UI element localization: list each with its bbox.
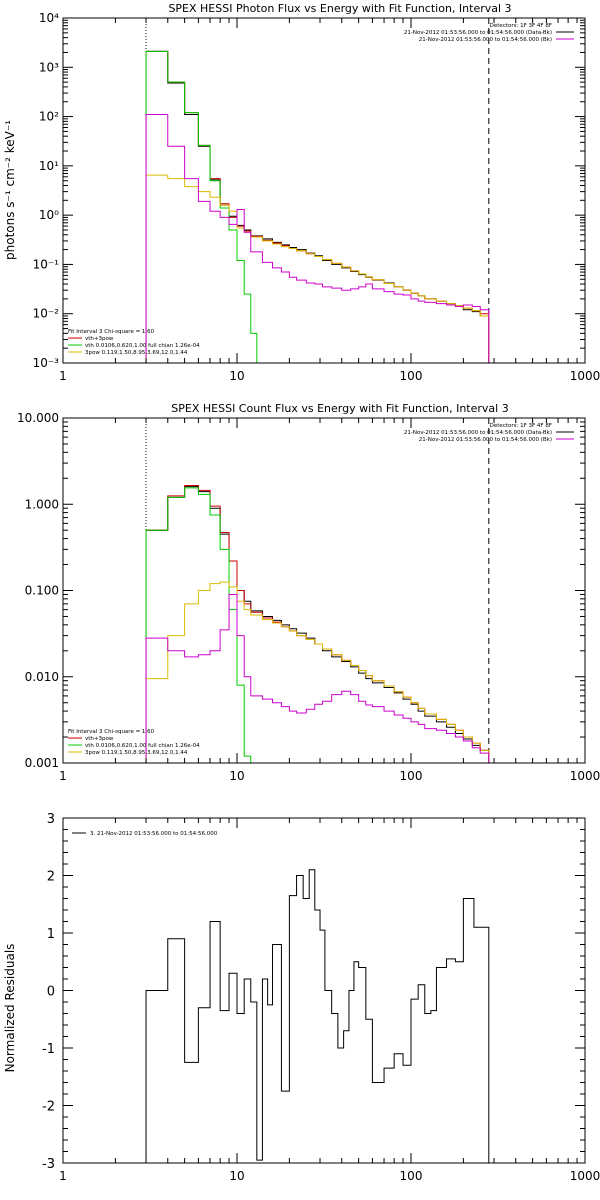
y-tick-label: -3 bbox=[42, 1157, 55, 1172]
x-tick-label: 1 bbox=[59, 1169, 67, 1183]
x-tick-label: 10 bbox=[229, 1169, 244, 1183]
residuals-frame bbox=[62, 817, 586, 1164]
photon-flux-title: SPEX HESSI Photon Flux vs Energy with Fi… bbox=[168, 2, 511, 15]
x-tick-label: 10 bbox=[229, 369, 244, 383]
y-tick-label: 0 bbox=[47, 985, 55, 1000]
y-tick-label: -1 bbox=[42, 1042, 55, 1057]
y-tick-label: 1 bbox=[47, 927, 55, 942]
y-tick-label: 10⁴ bbox=[39, 11, 59, 25]
x-tick-label: 100 bbox=[400, 369, 423, 383]
y-tick-label: 2 bbox=[47, 870, 55, 885]
x-tick-label: 1000 bbox=[570, 1169, 600, 1183]
fit-legend-entry: 3pow 0.119,1.50,8.95,3.69,12.0,1.44 bbox=[85, 350, 188, 356]
x-tick-label: 1 bbox=[59, 769, 67, 783]
series-residuals-line bbox=[145, 869, 490, 1163]
residuals-ylabel: Normalized Residuals bbox=[3, 944, 17, 1073]
x-tick-label: 1000 bbox=[570, 769, 600, 783]
legend-entry-text: 21-Nov-2012 01:53:56.000 to 01:54:56.000… bbox=[404, 30, 552, 36]
y-tick-label: -2 bbox=[42, 1100, 55, 1115]
y-tick-label: 10.000 bbox=[17, 411, 59, 425]
series-3pow-line bbox=[145, 174, 490, 363]
legend-entry-text: Detectors: 1F 3F 4F 8F bbox=[490, 423, 552, 429]
series-vth+3pow-line bbox=[145, 50, 490, 363]
fit-legend-entry: vth 0.0106,0.620,1.00 full chian 1.26e-0… bbox=[85, 743, 200, 749]
y-tick-label: 10⁻¹ bbox=[33, 257, 60, 271]
y-tick-label: 10¹ bbox=[39, 159, 59, 173]
y-tick-label: 10⁻³ bbox=[33, 356, 60, 370]
y-tick-label: 0.100 bbox=[25, 584, 59, 598]
fit-legend-entry: vth+3pow bbox=[85, 736, 114, 742]
count-flux-frame bbox=[62, 417, 586, 764]
legend-entry-text: 21-Nov-2012 01:53:56.000 to 01:54:56.000… bbox=[419, 37, 552, 43]
x-tick-label: 10 bbox=[229, 769, 244, 783]
photon-flux-ylabel: photons s⁻¹ cm⁻² keV⁻¹ bbox=[3, 120, 17, 260]
residuals-panel: Normalized Residuals 1 10 100 1000 -3 -2 -1 0 1 2… bbox=[3, 812, 600, 1183]
y-tick-label: 1.000 bbox=[25, 497, 59, 511]
count-flux-title: SPEX HESSI Count Flux vs Energy with Fit… bbox=[171, 402, 508, 415]
fit-legend-entry: 3pow 0.119,1.50,8.95,3.69,12.0,1.44 bbox=[85, 750, 188, 756]
legend-entry-text: 21-Nov-2012 01:53:56.000 to 01:54:56.000… bbox=[419, 437, 552, 443]
y-tick-label: 10² bbox=[39, 110, 59, 124]
y-tick-label: 10⁻² bbox=[33, 307, 60, 321]
fit-legend-entry: vth+3pow bbox=[85, 336, 114, 342]
series-vth-line bbox=[145, 50, 258, 363]
y-tick-label: 0.010 bbox=[25, 670, 59, 684]
series-bk-line bbox=[145, 593, 490, 763]
y-tick-label: 0.001 bbox=[25, 756, 59, 770]
y-tick-label: 10⁰ bbox=[39, 208, 59, 222]
legend-entry-text: Detectors: 1F 3F 4F 8F bbox=[490, 23, 552, 29]
x-tick-label: 100 bbox=[400, 769, 423, 783]
y-tick-label: 3 bbox=[47, 812, 55, 827]
series-data-bk-line bbox=[145, 50, 490, 363]
series-3pow-line bbox=[145, 581, 490, 763]
series-data-bk-line bbox=[145, 486, 490, 763]
count-flux-panel: SPEX HESSI Count Flux vs Energy with Fit… bbox=[17, 402, 600, 783]
fit-legend-entry: vth 0.0106,0.620,1.00 full chian 1.26e-0… bbox=[85, 343, 200, 349]
photon-flux-panel: SPEX HESSI Photon Flux vs Energy with Fi… bbox=[3, 2, 600, 383]
legend-entry-text: 21-Nov-2012 01:53:56.000 to 01:54:56.000… bbox=[404, 430, 552, 436]
x-tick-label: 100 bbox=[400, 1169, 423, 1183]
series-vth-line bbox=[145, 487, 252, 763]
fit-legend-header: Fit Interval 3 Chi-square = 1.60 bbox=[68, 729, 155, 735]
photon-flux-frame bbox=[62, 17, 586, 364]
x-tick-label: 1000 bbox=[570, 369, 600, 383]
y-tick-label: 10³ bbox=[39, 60, 59, 74]
residual-legend-text: 3. 21-Nov-2012 01:53:56.000 to 01:54:56.… bbox=[90, 831, 218, 837]
x-tick-label: 1 bbox=[59, 369, 67, 383]
fit-legend-header: Fit Interval 3 Chi-square = 1.60 bbox=[68, 329, 155, 335]
series-bk-line bbox=[145, 114, 490, 363]
